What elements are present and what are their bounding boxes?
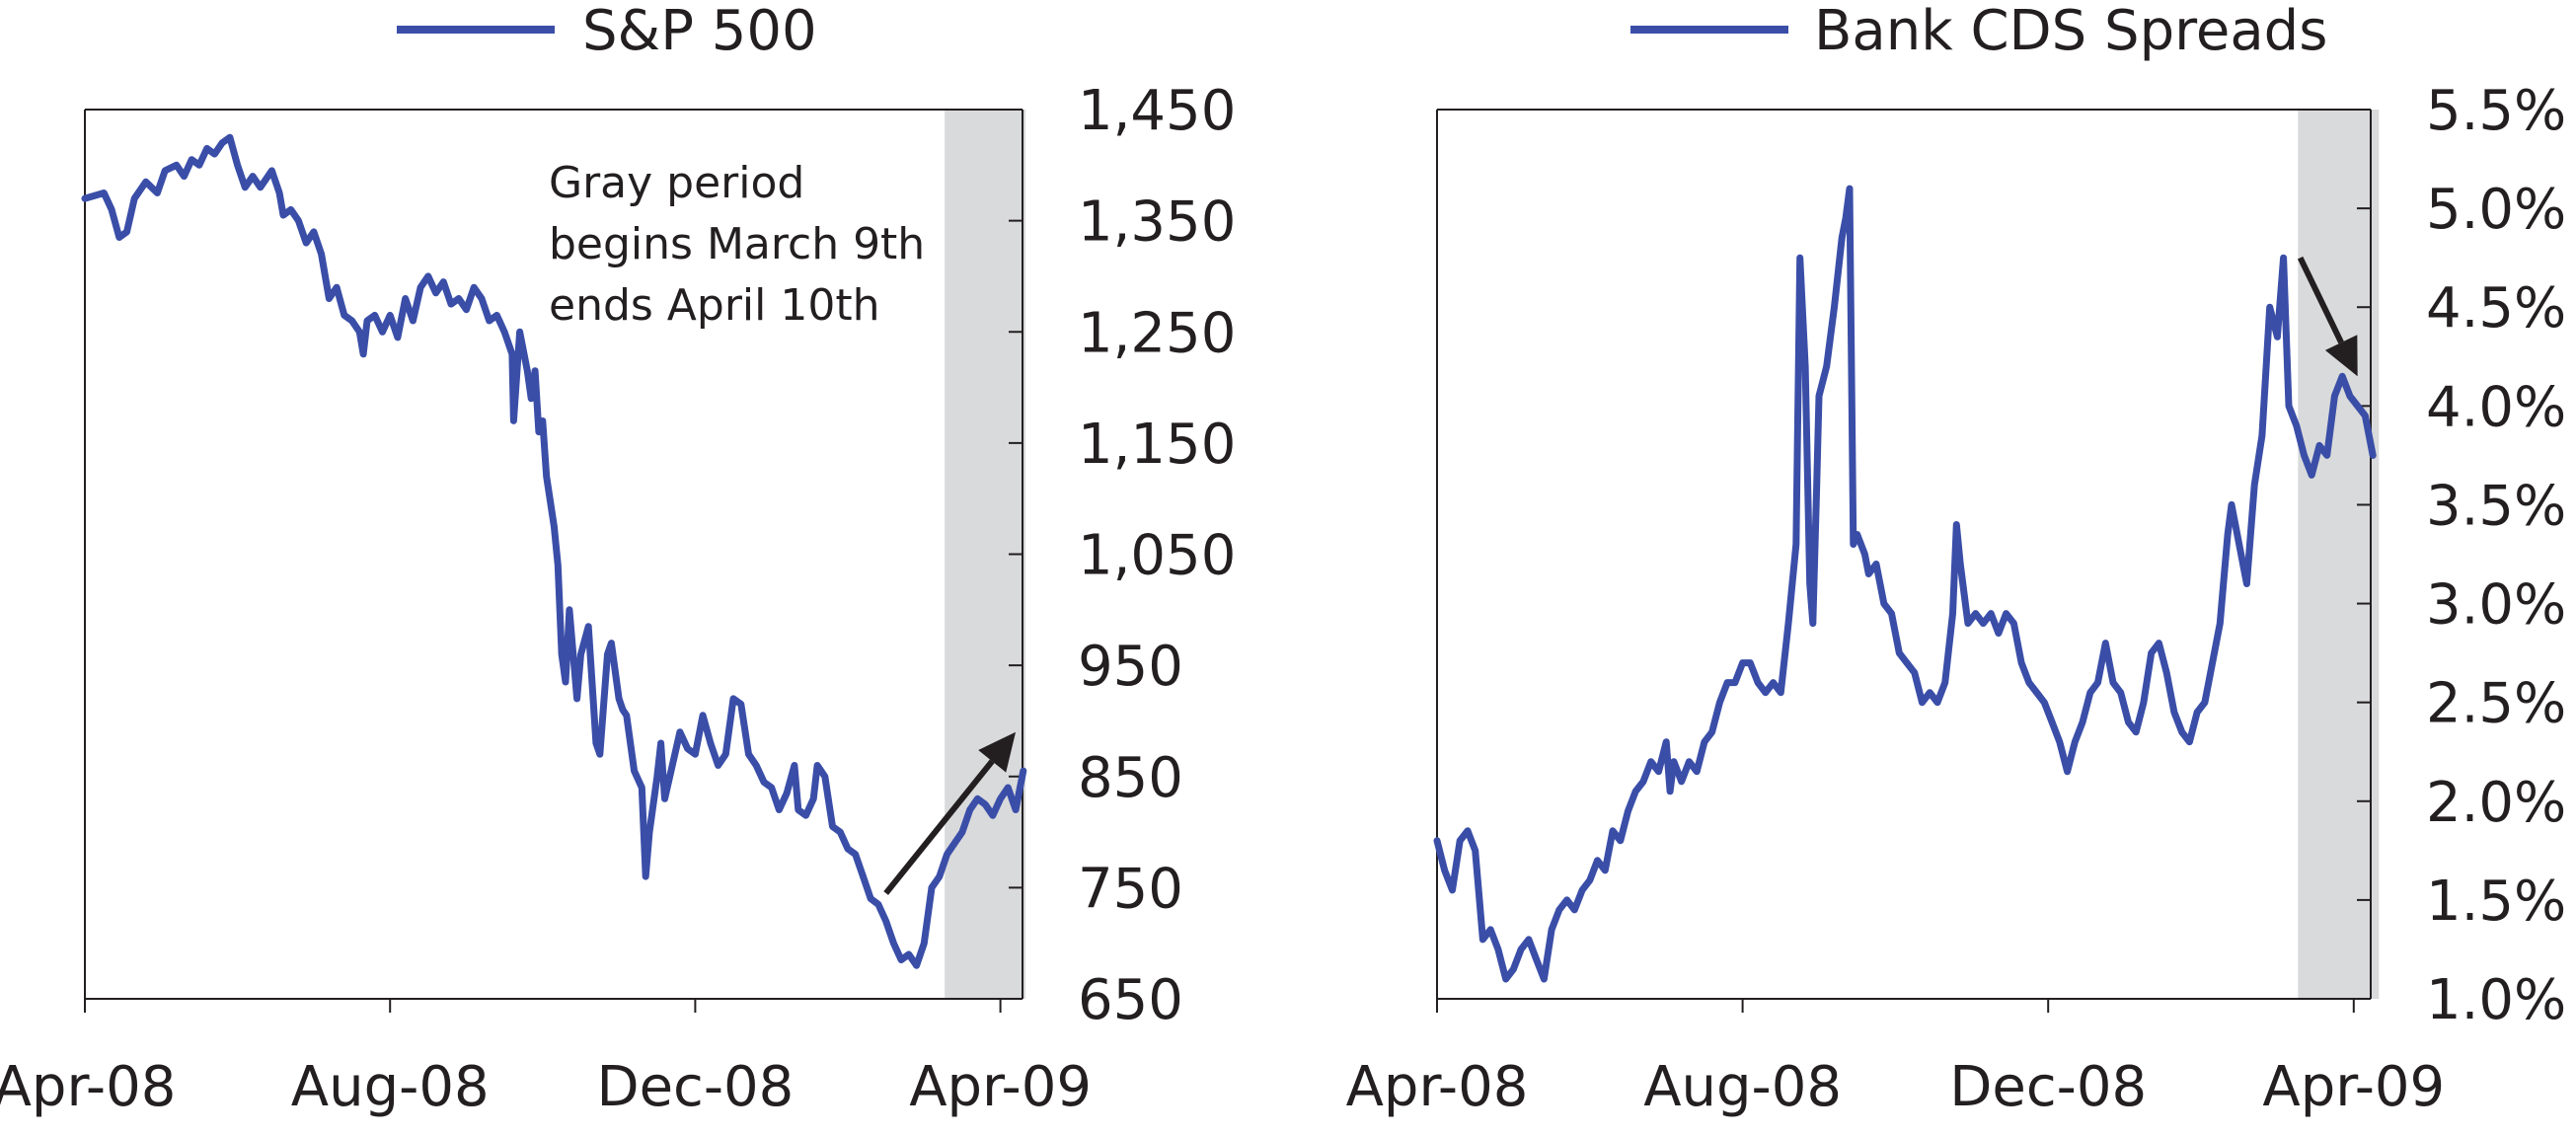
annotation-text: begins March 9th [549, 219, 925, 269]
y-tick-label: 3.5% [2426, 474, 2566, 538]
x-tick-label: Aug-08 [1643, 1055, 1842, 1119]
x-tick-label: Dec-08 [596, 1055, 794, 1119]
trend-arrow-head [978, 731, 1017, 773]
x-tick-label: Apr-09 [909, 1055, 1092, 1119]
y-tick-label: 1,050 [1078, 524, 1236, 588]
shaded-period [2298, 110, 2380, 999]
y-tick-label: 2.5% [2426, 672, 2566, 736]
trend-arrow-head [2324, 335, 2358, 377]
y-tick-label: 1,350 [1078, 190, 1236, 255]
y-tick-label: 3.0% [2426, 573, 2566, 638]
y-tick-label: 1,450 [1078, 79, 1236, 143]
annotation-text: ends April 10th [549, 280, 879, 331]
y-tick-label: 650 [1078, 968, 1183, 1032]
y-tick-label: 1,150 [1078, 413, 1236, 477]
y-tick-label: 5.0% [2426, 178, 2566, 242]
x-tick-label: Apr-09 [2262, 1055, 2445, 1119]
trend-arrow-shaft [883, 759, 995, 895]
y-tick-label: 1.0% [2426, 968, 2566, 1032]
y-tick-label: 4.0% [2426, 375, 2566, 439]
x-tick-label: Dec-08 [1949, 1055, 2147, 1119]
bank-cds-chart-panel: 5.5% 5.0% 4.5% 4.0% 3.5% 3.0% 2.5% 2.0% 1.5% 1.0%… [1346, 0, 2567, 1119]
y-tick-label: 2.0% [2426, 771, 2566, 835]
x-tick-label: Apr-08 [0, 1055, 176, 1119]
y-tick-label: 4.5% [2426, 276, 2566, 341]
x-tick-label: Aug-08 [291, 1055, 490, 1119]
trend-arrow-shaft [2297, 256, 2344, 344]
y-tick-label: 750 [1078, 857, 1183, 921]
legend-label: Bank CDS Spreads [1814, 0, 2327, 63]
y-tick-label: 1.5% [2426, 870, 2566, 934]
y-tick-label: 850 [1078, 746, 1183, 810]
y-tick-label: 5.5% [2426, 79, 2566, 143]
annotation-text: Gray period [549, 158, 804, 208]
series-line [1433, 185, 2377, 983]
legend-label: S&P 500 [582, 0, 817, 63]
sp500-chart-panel: 1,450 1,350 1,250 1,150 1,050 950 850 750 650 Apr… [0, 0, 1236, 1119]
series-line [81, 133, 1027, 969]
x-tick-label: Apr-08 [1346, 1055, 1529, 1119]
y-tick-label: 950 [1078, 635, 1183, 699]
y-tick-label: 1,250 [1078, 301, 1236, 365]
